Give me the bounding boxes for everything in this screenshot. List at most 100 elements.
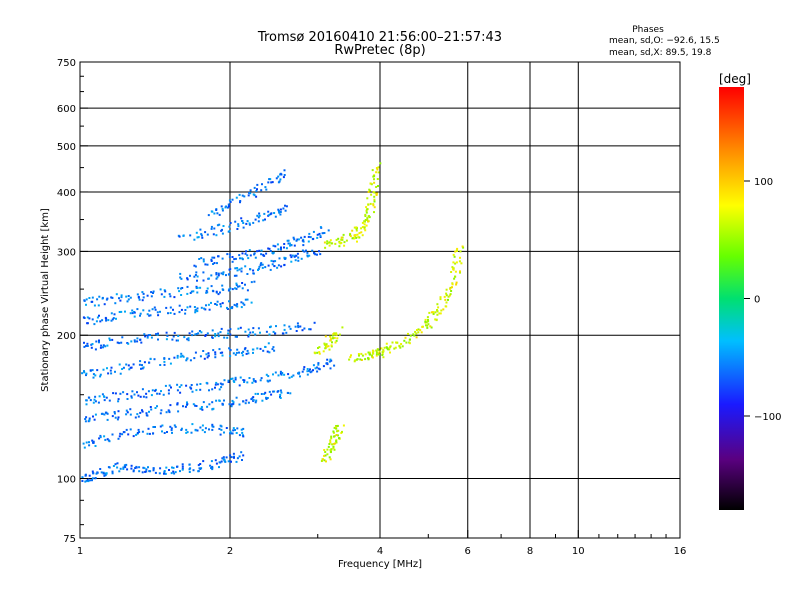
data-point [93, 323, 96, 326]
data-point [105, 396, 108, 399]
data-point [108, 399, 111, 402]
data-point [142, 395, 145, 398]
data-point [354, 359, 357, 362]
data-point [156, 311, 159, 314]
data-point [233, 258, 236, 261]
data-point [253, 186, 256, 189]
data-point [391, 341, 394, 344]
data-point [369, 189, 371, 192]
data-point [283, 174, 286, 176]
data-point [231, 256, 234, 258]
data-point [219, 291, 221, 294]
data-point [142, 309, 145, 312]
data-point [150, 408, 153, 411]
data-point [328, 443, 331, 445]
data-point [114, 463, 117, 466]
data-point [378, 350, 381, 353]
data-point [350, 354, 352, 357]
data-point [213, 212, 216, 215]
data-point [148, 314, 151, 317]
data-point [274, 215, 277, 218]
data-point [148, 309, 151, 312]
data-point [169, 404, 172, 407]
data-point [455, 281, 458, 284]
data-point [126, 300, 129, 303]
data-point [132, 435, 135, 438]
data-point [226, 308, 229, 310]
data-point [254, 333, 257, 336]
colorbar-label: [deg] [719, 72, 751, 86]
data-point [258, 249, 261, 252]
data-point [187, 339, 190, 342]
data-point [197, 236, 200, 239]
data-point [345, 239, 348, 242]
data-point [212, 425, 215, 428]
data-point [272, 244, 275, 247]
data-point [349, 234, 352, 236]
data-point [319, 226, 322, 229]
data-point [255, 190, 258, 192]
data-point [178, 235, 181, 238]
data-point [218, 466, 220, 469]
data-point [361, 226, 364, 228]
data-point [146, 336, 149, 339]
data-point [182, 405, 184, 408]
data-point [238, 384, 241, 387]
data-point [349, 356, 352, 359]
data-point [319, 253, 322, 256]
data-point [182, 355, 185, 358]
data-point [154, 407, 157, 409]
data-point [88, 474, 91, 477]
data-point [361, 234, 364, 237]
data-point [244, 298, 247, 301]
data-point [222, 289, 225, 291]
data-point [112, 392, 115, 395]
data-point [356, 358, 359, 361]
data-point [129, 296, 132, 299]
data-point [206, 233, 209, 236]
data-point [220, 205, 223, 208]
data-point [227, 460, 230, 463]
data-point [266, 397, 269, 399]
data-point [201, 429, 204, 432]
data-point [91, 300, 94, 303]
data-point [163, 471, 166, 473]
data-point [250, 301, 253, 304]
data-point [101, 296, 104, 299]
data-point [104, 345, 107, 348]
data-point [373, 181, 376, 184]
data-point [405, 341, 408, 344]
data-point [176, 389, 179, 392]
data-point [415, 336, 418, 339]
x-tick-label: 10 [572, 546, 585, 557]
data-point [326, 242, 329, 245]
data-point [195, 333, 198, 335]
data-point [199, 228, 202, 231]
data-point [296, 238, 299, 241]
data-point [309, 368, 311, 371]
data-point [130, 395, 133, 398]
data-point [179, 391, 182, 394]
data-point [91, 343, 94, 345]
data-point [95, 320, 98, 323]
data-point [178, 304, 181, 307]
data-point [226, 306, 228, 309]
data-point [338, 241, 341, 244]
data-point [203, 357, 206, 360]
data-point [395, 341, 397, 344]
data-point [238, 193, 241, 196]
data-point [173, 296, 176, 299]
data-point [91, 369, 94, 372]
data-point [133, 339, 136, 342]
data-point [146, 414, 149, 417]
data-point [130, 340, 133, 343]
data-point [159, 288, 162, 291]
data-point [278, 257, 281, 260]
data-point [252, 378, 255, 381]
data-point [91, 470, 94, 473]
data-point [276, 266, 279, 269]
y-axis-label: Stationary phase Virtual Height [km] [40, 208, 51, 392]
data-point [279, 370, 282, 373]
data-point [280, 373, 283, 376]
data-point [328, 244, 331, 247]
